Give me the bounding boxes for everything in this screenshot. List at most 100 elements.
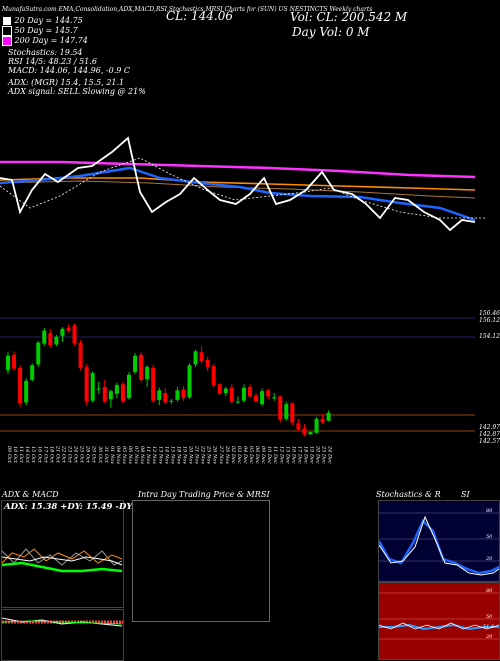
adx-values-label: ADX: 15.38 +DY: 15.49 -DY: 21.13 bbox=[4, 502, 165, 512]
ema20-blue-line bbox=[0, 166, 476, 222]
candle-body bbox=[169, 400, 174, 402]
intraday-panel bbox=[132, 500, 270, 622]
candle-body bbox=[42, 330, 47, 344]
candle-body bbox=[30, 365, 35, 380]
macd-reading: MACD: 144.06, 144.96, -0.9 C bbox=[8, 66, 130, 75]
candle-body bbox=[133, 355, 138, 373]
date-tick-label: 09 Dec bbox=[260, 446, 266, 464]
price-close-line bbox=[0, 136, 476, 232]
candle-body bbox=[18, 367, 23, 404]
date-tick-label: 10 Oct bbox=[12, 446, 18, 464]
date-tick-label: 30 Oct bbox=[97, 446, 103, 464]
date-tick-label: 21 Oct bbox=[54, 445, 60, 464]
candle-body bbox=[60, 328, 65, 336]
date-tick-label: 15 Nov bbox=[169, 446, 175, 464]
close-price-label: CL: 144.06 bbox=[166, 9, 233, 23]
stoch-white-line bbox=[379, 515, 499, 576]
date-tick-label: 18 Dec bbox=[302, 446, 308, 464]
date-tick-label: 23 Oct bbox=[67, 445, 73, 464]
adx-signal-reading: ADX signal: SELL Slowing @ 21% bbox=[8, 87, 146, 96]
candle-body bbox=[151, 367, 156, 401]
candle-body bbox=[48, 333, 53, 346]
candle-body bbox=[157, 390, 162, 400]
candle-body bbox=[266, 390, 271, 397]
price-tick-top-2: 156.12 bbox=[479, 317, 500, 324]
date-tick-label: 23 Dec bbox=[321, 445, 327, 464]
signal-line bbox=[2, 620, 123, 625]
candle-body bbox=[84, 366, 89, 402]
candle-body bbox=[241, 387, 246, 401]
candle-body bbox=[102, 386, 107, 402]
date-tick-label: 13 Nov bbox=[157, 446, 163, 464]
candle-body bbox=[114, 385, 119, 394]
price-tick-bottom-2: 142.87 bbox=[479, 431, 500, 438]
candle-body bbox=[235, 401, 240, 403]
date-tick-label: 06 Dec bbox=[254, 446, 260, 464]
date-tick-label: 18 Nov bbox=[175, 446, 181, 464]
date-tick-label: 03 Dec bbox=[236, 446, 242, 464]
macd-line bbox=[2, 617, 123, 627]
price-tick-bottom-1: 142.97 bbox=[479, 424, 500, 431]
candle-body bbox=[175, 390, 180, 400]
ema50-label: 50 Day = 145.7 bbox=[14, 26, 78, 35]
adx-lines bbox=[2, 548, 123, 573]
ema-dotted-line bbox=[0, 157, 485, 219]
date-tick-label: 12 Dec bbox=[278, 446, 284, 464]
ema200-legend-item: 200 Day = 147.74 bbox=[2, 36, 88, 46]
date-tick-label: 14 Oct bbox=[24, 446, 30, 464]
date-tick-label: 04 Nov bbox=[115, 446, 121, 464]
candle-body bbox=[205, 360, 210, 367]
rsi-tick-80: 80 bbox=[486, 588, 493, 594]
adx-gray-line bbox=[2, 548, 123, 566]
date-tick-label: 31 Oct bbox=[103, 446, 109, 464]
candle-body bbox=[139, 354, 144, 380]
date-axis: 09 Oct 10 Oct 11 Oct 14 Oct 15 Oct 16 Oct 17 O… bbox=[6, 445, 333, 464]
stoch-tick-20: 20 bbox=[486, 556, 493, 562]
candle-body bbox=[308, 431, 313, 435]
date-tick-label: 21 Nov bbox=[194, 445, 200, 464]
candle-body bbox=[193, 351, 198, 365]
candle-body bbox=[320, 418, 325, 423]
price-tick-bottom-3: 142.57 bbox=[479, 438, 500, 445]
date-tick-label: 09 Oct bbox=[6, 446, 12, 464]
candle-body bbox=[248, 386, 252, 397]
adx-green-line bbox=[2, 561, 123, 573]
date-tick-label: 25 Nov bbox=[206, 445, 212, 464]
candle-body bbox=[223, 388, 228, 393]
day-volume-label: Day Vol: 0 M bbox=[292, 25, 370, 39]
candle-body bbox=[296, 423, 301, 430]
candle-body bbox=[72, 325, 77, 344]
date-tick-label: 11 Oct bbox=[18, 446, 24, 464]
date-tick-label: 05 Nov bbox=[121, 446, 127, 464]
rsi-lines bbox=[379, 592, 499, 640]
ema200-line bbox=[0, 160, 476, 179]
candle-body bbox=[163, 392, 168, 403]
adx-reading: ADX: (MGR) 15.4, 15.5, 21.1 bbox=[8, 78, 125, 87]
ema-legend: 20 Day = 144.75 50 Day = 145.7 200 Day =… bbox=[2, 16, 88, 46]
candle-body bbox=[314, 418, 319, 433]
date-tick-label: 16 Dec bbox=[290, 446, 296, 464]
date-tick-label: 07 Nov bbox=[133, 446, 139, 464]
candle-body bbox=[120, 384, 125, 402]
candle-body bbox=[127, 374, 131, 399]
intraday-title: Intra Day Trading Price & MR bbox=[138, 490, 261, 499]
ema-lines-chart bbox=[0, 136, 485, 232]
date-tick-label: 17 Oct bbox=[42, 446, 48, 464]
rsi-tick-20: 20 bbox=[486, 634, 493, 640]
stochastics-lines bbox=[379, 512, 499, 576]
candle-body bbox=[54, 336, 59, 345]
date-tick-label: 24 Dec bbox=[327, 445, 333, 464]
ema20-label: 20 Day = 144.75 bbox=[14, 16, 83, 25]
candle-group bbox=[6, 323, 331, 437]
adx-white-line bbox=[2, 556, 123, 566]
candle-body bbox=[90, 373, 95, 401]
date-tick-label: 04 Dec bbox=[242, 446, 248, 464]
candle-body bbox=[96, 388, 101, 390]
ema200-swatch-icon bbox=[2, 36, 12, 46]
date-tick-label: 06 Nov bbox=[127, 446, 133, 464]
candlestick-chart bbox=[0, 317, 475, 437]
date-tick-label: 19 Nov bbox=[181, 446, 187, 464]
candle-body bbox=[199, 352, 204, 361]
date-tick-label: 22 Nov bbox=[200, 445, 206, 464]
rsi-white-line bbox=[379, 622, 499, 630]
